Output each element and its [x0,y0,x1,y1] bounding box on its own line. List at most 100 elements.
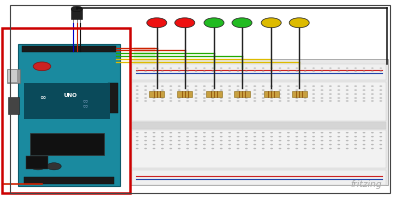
Circle shape [237,144,239,145]
Circle shape [136,93,139,95]
Circle shape [371,71,374,72]
Circle shape [304,97,306,99]
Circle shape [203,132,206,133]
Circle shape [254,144,256,145]
Circle shape [178,71,180,72]
Circle shape [262,136,265,137]
Circle shape [270,86,273,87]
Circle shape [254,86,256,87]
Circle shape [329,89,332,91]
Circle shape [220,140,223,141]
Circle shape [354,89,357,91]
Circle shape [186,100,189,102]
Circle shape [270,148,273,149]
Circle shape [346,86,348,87]
Circle shape [270,93,273,95]
Circle shape [295,89,298,91]
Circle shape [254,132,256,133]
Circle shape [254,93,256,95]
Circle shape [338,89,340,91]
Circle shape [329,68,332,69]
Circle shape [338,100,340,102]
Circle shape [304,144,306,145]
Circle shape [338,144,340,145]
Circle shape [228,89,231,91]
Circle shape [338,71,340,72]
Circle shape [237,140,239,141]
Circle shape [144,132,147,133]
Circle shape [287,86,290,87]
Circle shape [371,68,374,69]
Circle shape [237,136,239,137]
Circle shape [321,71,323,72]
Circle shape [254,97,256,99]
Circle shape [287,136,290,137]
Circle shape [203,97,206,99]
Circle shape [186,93,189,95]
Circle shape [295,93,298,95]
Circle shape [338,93,340,95]
Circle shape [338,97,340,99]
Circle shape [161,100,164,102]
Circle shape [186,136,189,137]
Circle shape [371,144,374,145]
Circle shape [254,68,256,69]
Circle shape [203,136,206,137]
Circle shape [136,71,138,72]
Circle shape [312,71,315,72]
Circle shape [262,144,265,145]
Circle shape [338,132,340,133]
Circle shape [279,89,281,91]
Circle shape [203,93,206,95]
Circle shape [262,71,264,72]
Circle shape [279,144,281,145]
Circle shape [329,148,332,149]
Bar [132,122,386,129]
Circle shape [203,86,206,87]
Circle shape [354,132,357,133]
Circle shape [194,132,198,133]
Circle shape [354,97,357,99]
Circle shape [262,97,265,99]
Bar [30,133,104,155]
Bar [8,70,17,82]
Circle shape [228,86,231,87]
Circle shape [329,71,332,72]
Circle shape [153,136,155,137]
Circle shape [153,97,155,99]
Circle shape [346,132,348,133]
Circle shape [136,148,139,149]
Circle shape [237,86,239,87]
Circle shape [379,100,382,102]
Circle shape [144,136,147,137]
Circle shape [329,93,332,95]
Circle shape [245,89,248,91]
Circle shape [279,140,281,141]
Circle shape [371,100,374,102]
Circle shape [220,132,223,133]
Circle shape [262,68,264,69]
Circle shape [220,97,223,99]
Circle shape [379,132,382,133]
Circle shape [380,71,382,72]
Bar [71,9,82,19]
Circle shape [178,93,181,95]
Circle shape [371,132,374,133]
Circle shape [262,148,265,149]
Circle shape [186,140,189,141]
Circle shape [379,89,382,91]
Circle shape [153,144,155,145]
Circle shape [296,68,298,69]
Circle shape [170,136,172,137]
Circle shape [153,100,155,102]
Circle shape [379,97,382,99]
Circle shape [262,89,265,91]
Bar [24,83,110,119]
Circle shape [312,144,315,145]
Circle shape [237,132,239,133]
Circle shape [270,68,273,69]
Circle shape [211,97,214,99]
Circle shape [220,68,222,69]
Circle shape [136,97,139,99]
Circle shape [362,86,365,87]
